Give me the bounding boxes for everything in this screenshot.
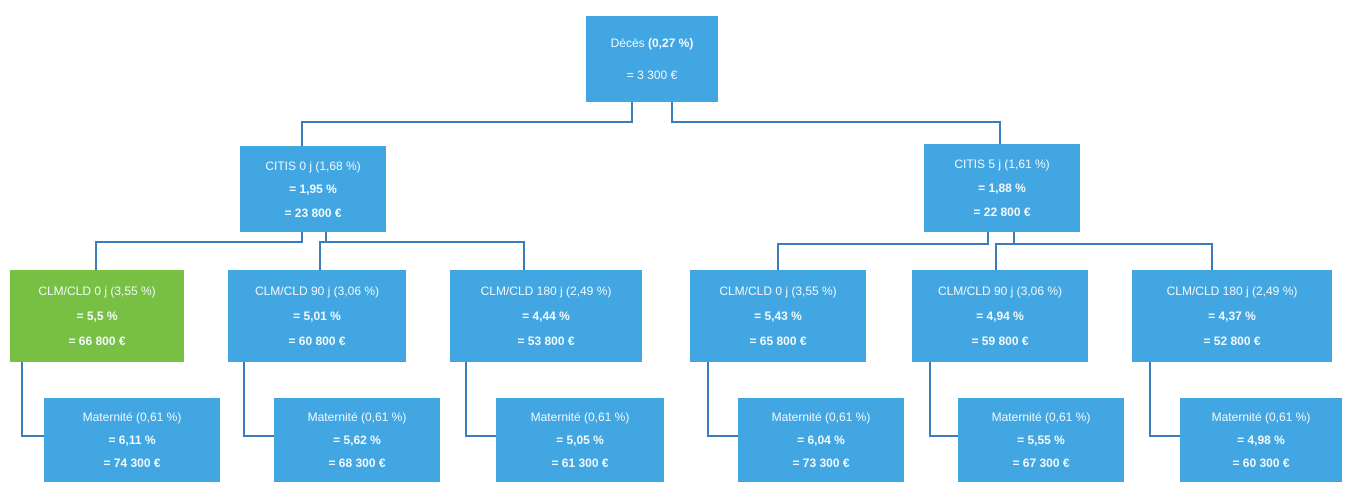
node-pct: = 5,55 % — [1017, 433, 1065, 447]
node-label: Maternité (0,61 %) — [1211, 410, 1311, 424]
node-pct: = 5,5 % — [76, 309, 118, 323]
connector-citis5-clm90 — [995, 232, 1015, 270]
node-pct: = 1,88 % — [978, 181, 1026, 195]
node-value: = 60 800 € — [288, 334, 346, 348]
node-label: CLM/CLD 180 j (2,49 %) — [1166, 284, 1298, 298]
connector-root-citis5 — [671, 102, 1001, 146]
node-citis-0j: CITIS 0 j (1,68 %) = 1,95 % = 23 800 € — [240, 146, 386, 232]
node-label: CLM/CLD 90 j (3,06 %) — [937, 284, 1063, 298]
connector-clm180b-mat — [1149, 362, 1180, 437]
node-label: Maternité (0,61 %) — [530, 410, 630, 424]
connector-clm0-mat — [21, 362, 44, 437]
node-label: Maternité (0,61 %) — [771, 410, 871, 424]
node-pct: = 5,01 % — [293, 309, 341, 323]
node-value: = 74 300 € — [103, 456, 161, 470]
node-pct: = 5,62 % — [333, 433, 381, 447]
node-label: CLM/CLD 0 j (3,55 %) — [719, 284, 837, 298]
connector-citis5-clm0 — [777, 232, 989, 270]
node-pct: = 4,44 % — [522, 309, 570, 323]
node-maternite-3: Maternité (0,61 %) = 5,05 % = 61 300 € — [496, 398, 664, 482]
node-label: CLM/CLD 0 j (3,55 %) — [38, 284, 156, 298]
node-deces: Décès (0,27 %) = 3 300 € — [586, 16, 718, 102]
node-label: Maternité (0,61 %) — [991, 410, 1091, 424]
node-maternite-4: Maternité (0,61 %) = 6,04 % = 73 300 € — [738, 398, 904, 482]
connector-citis5-clm180 — [1013, 232, 1213, 270]
connector-clm180-mat — [465, 362, 496, 437]
node-label: CITIS 5 j (1,61 %) — [954, 157, 1050, 171]
node-maternite-6: Maternité (0,61 %) = 4,98 % = 60 300 € — [1180, 398, 1342, 482]
connector-citis0-clm180 — [325, 232, 525, 270]
node-pct: = 4,98 % — [1237, 433, 1285, 447]
node-value: = 23 800 € — [284, 205, 342, 220]
node-value: = 22 800 € — [973, 205, 1031, 219]
node-pct: = 5,43 % — [754, 309, 802, 323]
node-clm-cld-180j-b: CLM/CLD 180 j (2,49 %) = 4,37 % = 52 800… — [1132, 270, 1332, 362]
node-pct: = 1,95 % — [289, 182, 337, 196]
node-label: CLM/CLD 90 j (3,06 %) — [254, 284, 380, 298]
node-value: = 67 300 € — [1012, 456, 1070, 470]
node-value: = 68 300 € — [328, 456, 386, 470]
node-clm-cld-90j-a: CLM/CLD 90 j (3,06 %) = 5,01 % = 60 800 … — [228, 270, 406, 362]
node-clm-cld-90j-b: CLM/CLD 90 j (3,06 %) = 4,94 % = 59 800 … — [912, 270, 1088, 362]
node-value: = 60 300 € — [1232, 456, 1290, 470]
node-maternite-1: Maternité (0,61 %) = 6,11 % = 74 300 € — [44, 398, 220, 482]
connector-citis0-clm0 — [95, 232, 303, 270]
node-deces-value: = 3 300 € — [626, 67, 678, 82]
node-value: = 66 800 € — [68, 334, 126, 348]
node-clm-cld-0j-a: CLM/CLD 0 j (3,55 %) = 5,5 % = 66 800 € — [10, 270, 184, 362]
node-value: = 59 800 € — [971, 334, 1029, 348]
node-label: Maternité (0,61 %) — [82, 410, 182, 424]
node-pct: = 4,37 % — [1208, 309, 1256, 323]
node-value: = 73 300 € — [792, 456, 850, 470]
node-pct: = 4,94 % — [976, 309, 1024, 323]
node-citis-5j: CITIS 5 j (1,61 %) = 1,88 % = 22 800 € — [924, 144, 1080, 232]
node-maternite-2: Maternité (0,61 %) = 5,62 % = 68 300 € — [274, 398, 440, 482]
node-pct: = 6,11 % — [108, 433, 156, 447]
node-pct: = 5,05 % — [556, 433, 604, 447]
connector-clm90b-mat — [929, 362, 958, 437]
node-value: = 52 800 € — [1203, 334, 1261, 348]
node-deces-title: Décès (0,27 %) — [610, 36, 694, 51]
connector-clm90-mat — [243, 362, 274, 437]
node-value: = 61 300 € — [551, 456, 609, 470]
node-maternite-5: Maternité (0,61 %) = 5,55 % = 67 300 € — [958, 398, 1124, 482]
node-clm-cld-0j-b: CLM/CLD 0 j (3,55 %) = 5,43 % = 65 800 € — [690, 270, 866, 362]
connector-root-citis0 — [301, 102, 633, 146]
connector-clm0b-mat — [707, 362, 738, 437]
node-pct: = 6,04 % — [797, 433, 845, 447]
node-value: = 53 800 € — [517, 334, 575, 348]
node-value: = 65 800 € — [749, 334, 807, 348]
node-label: CITIS 0 j (1,68 %) — [265, 158, 361, 173]
node-clm-cld-180j-a: CLM/CLD 180 j (2,49 %) = 4,44 % = 53 800… — [450, 270, 642, 362]
node-label: Maternité (0,61 %) — [307, 410, 407, 424]
node-label: CLM/CLD 180 j (2,49 %) — [480, 284, 612, 298]
